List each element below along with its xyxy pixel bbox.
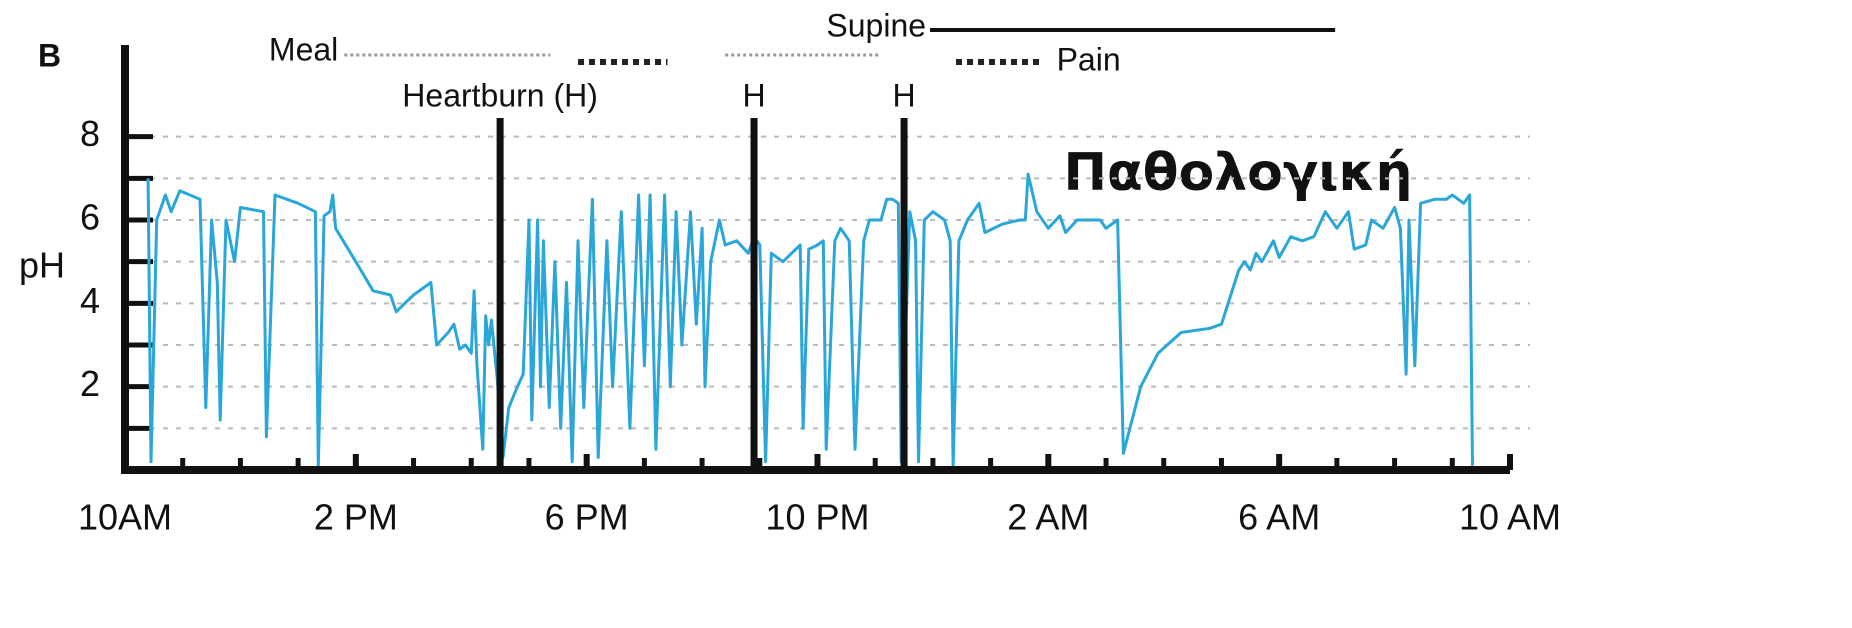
x-tick-label: 2 AM [1007,497,1089,538]
y-tick-label: 8 [80,113,100,154]
meal-label: Meal [269,31,338,67]
x-tick-label: 6 AM [1238,497,1320,538]
heartburn-label: Heartburn (H) [402,77,598,113]
annotation: Παθολογική [1064,143,1413,203]
y-axis-label: pH [19,245,65,286]
heartburn-label: H [893,77,916,113]
x-tick-label: 6 PM [545,497,629,538]
ph-line [146,172,1474,468]
x-tick-label: 10 AM [1459,497,1561,538]
heartburn-label: H [742,77,765,113]
y-tick-label: 6 [80,197,100,238]
y-tick-label: 4 [80,280,100,321]
supine-label: Supine [826,7,926,43]
y-tick-label: 2 [80,363,100,404]
x-tick-label: 10 PM [765,497,869,538]
panel-label: B [38,37,61,73]
x-tick-label: 2 PM [314,497,398,538]
pain-label: Pain [1057,41,1121,77]
x-tick-label: 10AM [78,497,172,538]
